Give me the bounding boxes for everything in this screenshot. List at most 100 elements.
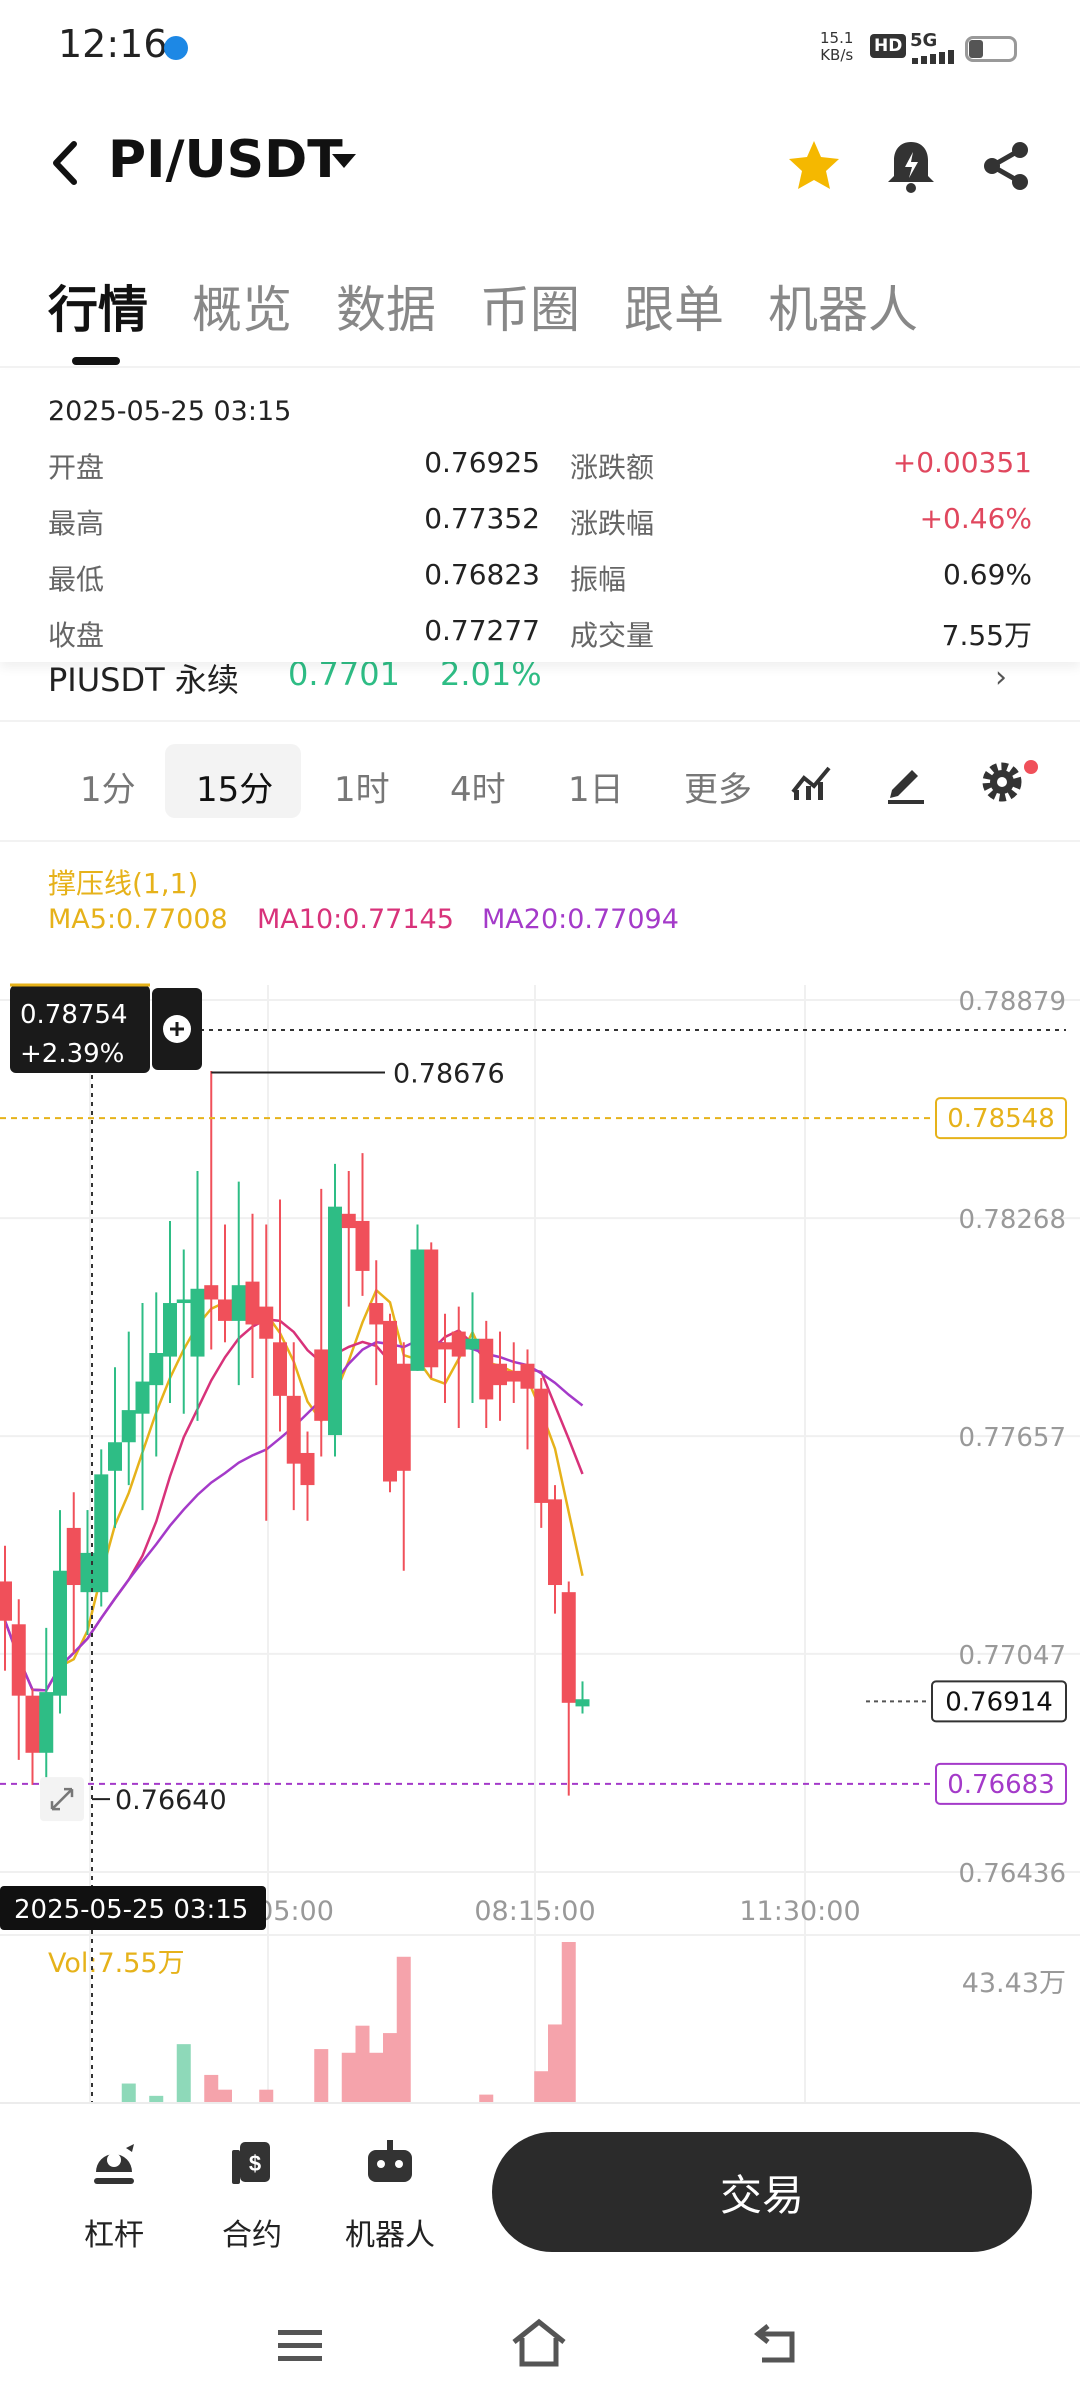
network-speed: 15.1 KB/s	[820, 30, 853, 64]
last-price-tag	[931, 1680, 1067, 1723]
candle-body	[66, 1527, 81, 1586]
volume-bar	[396, 1956, 411, 2102]
resistance-tag	[935, 1097, 1067, 1140]
amplitude-label: 振幅	[570, 563, 627, 596]
expand-icon-path	[50, 1787, 74, 1811]
price-axis-label: 0.78268	[958, 1205, 1066, 1235]
expand-icon	[40, 1777, 84, 1822]
candle-body	[231, 1285, 246, 1321]
pair-title[interactable]: PI/USDT	[108, 130, 343, 190]
candle-body	[204, 1285, 219, 1300]
tab-copy-trading[interactable]: 跟单	[624, 281, 724, 339]
low-label: 最低	[48, 563, 105, 596]
candle-body	[149, 1353, 164, 1386]
drawing-pen-icon[interactable]	[884, 760, 928, 804]
share-icon[interactable]	[978, 138, 1034, 194]
candle-body	[314, 1349, 329, 1421]
volume-bars: Vol:7.55万 43.43万	[48, 1942, 1066, 2102]
chevron-down-icon[interactable]	[332, 154, 356, 170]
home-icon[interactable]	[508, 2316, 570, 2370]
tab-bot[interactable]: 机器人	[768, 281, 918, 339]
trade-button[interactable]: 交易	[492, 2132, 1032, 2252]
candle-body	[190, 1288, 205, 1357]
candle-body	[300, 1452, 315, 1486]
price-axis-label: 0.76436	[958, 1859, 1066, 1889]
chart-overlay: 0.78548 0.76683 0.76914 0.78676 0.76640 0.787…	[0, 983, 1067, 2102]
ma10-legend: MA10:0.77145	[257, 904, 454, 935]
back-icon[interactable]	[46, 138, 86, 188]
net-speed-value: 15.1	[820, 29, 854, 47]
crosshair-time: 2025-05-25 03:15	[14, 1895, 248, 1925]
time-axis-label: 08:15:00	[474, 1896, 595, 1927]
volume-label: 成交量	[570, 619, 655, 652]
notification-dot	[1024, 760, 1038, 774]
divider	[0, 720, 1080, 722]
candle-body	[396, 1363, 411, 1471]
candle-body	[548, 1499, 562, 1586]
change-percent-value: +0.46%	[919, 502, 1032, 535]
leverage-icon[interactable]	[88, 2140, 140, 2192]
interval-1d[interactable]: 1日	[568, 770, 624, 810]
tab-community[interactable]: 币圈	[480, 281, 580, 339]
chevron-right-icon[interactable]: ›	[995, 660, 1007, 695]
back-nav-icon[interactable]	[752, 2318, 804, 2366]
interval-selected-bg	[165, 744, 301, 818]
volume-bar	[561, 1942, 576, 2102]
interval-15m[interactable]: 15分	[196, 770, 274, 810]
volume-bar	[259, 2089, 274, 2102]
interval-1h[interactable]: 1时	[334, 770, 390, 810]
tab-market[interactable]: 行情	[48, 281, 148, 339]
tab-overview[interactable]: 概览	[192, 281, 292, 339]
candle-body	[245, 1281, 260, 1325]
interval-1m[interactable]: 1分	[80, 770, 136, 810]
network-type: 5G	[910, 30, 938, 51]
ma5-legend: MA5:0.77008	[48, 904, 228, 935]
hd-icon: HD	[870, 34, 907, 58]
candle-date: 2025-05-25 03:15	[48, 396, 292, 427]
interval-4h[interactable]: 4时	[450, 770, 506, 810]
high-marker-value: 0.78676	[393, 1058, 505, 1089]
perpetual-pair-name[interactable]: PIUSDT 永续	[48, 661, 239, 699]
candle-body	[534, 1388, 549, 1503]
candles	[0, 1071, 590, 1796]
change-amount-value: +0.00351	[892, 446, 1032, 479]
price-alert-bell-icon[interactable]	[882, 138, 940, 196]
bot-label[interactable]: 机器人	[345, 2218, 435, 2253]
close-label: 收盘	[48, 619, 105, 652]
volume-axis-label: 43.43万	[962, 1968, 1066, 1999]
open-value: 0.76925	[424, 446, 540, 479]
time-axis-label: 05:00	[256, 1896, 334, 1927]
candle-body	[410, 1249, 425, 1371]
leverage-label[interactable]: 杠杆	[84, 2218, 144, 2253]
candle-body	[355, 1220, 370, 1271]
low-marker-value: 0.76640	[115, 1785, 227, 1816]
candle-body	[520, 1363, 535, 1389]
candle-body	[561, 1592, 576, 1703]
tab-data[interactable]: 数据	[336, 281, 436, 339]
candlestick-chart[interactable]: 0.78879 0.78268 0.77657 0.77047 0.76436 05:00…	[0, 940, 1080, 2102]
support-resistance-legend[interactable]: 撑压线(1,1)	[48, 867, 199, 900]
candle-body	[94, 1474, 109, 1593]
volume-bar	[341, 2052, 356, 2102]
settings-gear-icon[interactable]	[978, 758, 1026, 806]
candle-body	[369, 1303, 384, 1325]
candle-body	[176, 1299, 191, 1304]
candle-body	[135, 1381, 150, 1414]
net-speed-unit: KB/s	[820, 46, 854, 64]
candle-body	[328, 1206, 342, 1436]
menu-icon[interactable]	[276, 2326, 324, 2366]
resistance-value: 0.78548	[947, 1104, 1055, 1134]
candle-body	[108, 1442, 122, 1471]
volume-bar	[479, 2094, 494, 2102]
candle-info-panel	[0, 370, 1080, 662]
indicators-icon[interactable]	[790, 762, 832, 802]
candle-body	[218, 1299, 232, 1321]
favorite-star-icon[interactable]	[786, 138, 842, 194]
chart-grid: 0.78879 0.78268 0.77657 0.77047 0.76436 05:00…	[0, 985, 1080, 2102]
futures-label[interactable]: 合约	[222, 2218, 282, 2253]
futures-icon[interactable]: $	[226, 2138, 278, 2190]
candle-body	[341, 1213, 356, 1229]
interval-more[interactable]: 更多	[684, 770, 752, 810]
battery-level	[969, 40, 983, 58]
bot-icon[interactable]	[364, 2138, 416, 2190]
